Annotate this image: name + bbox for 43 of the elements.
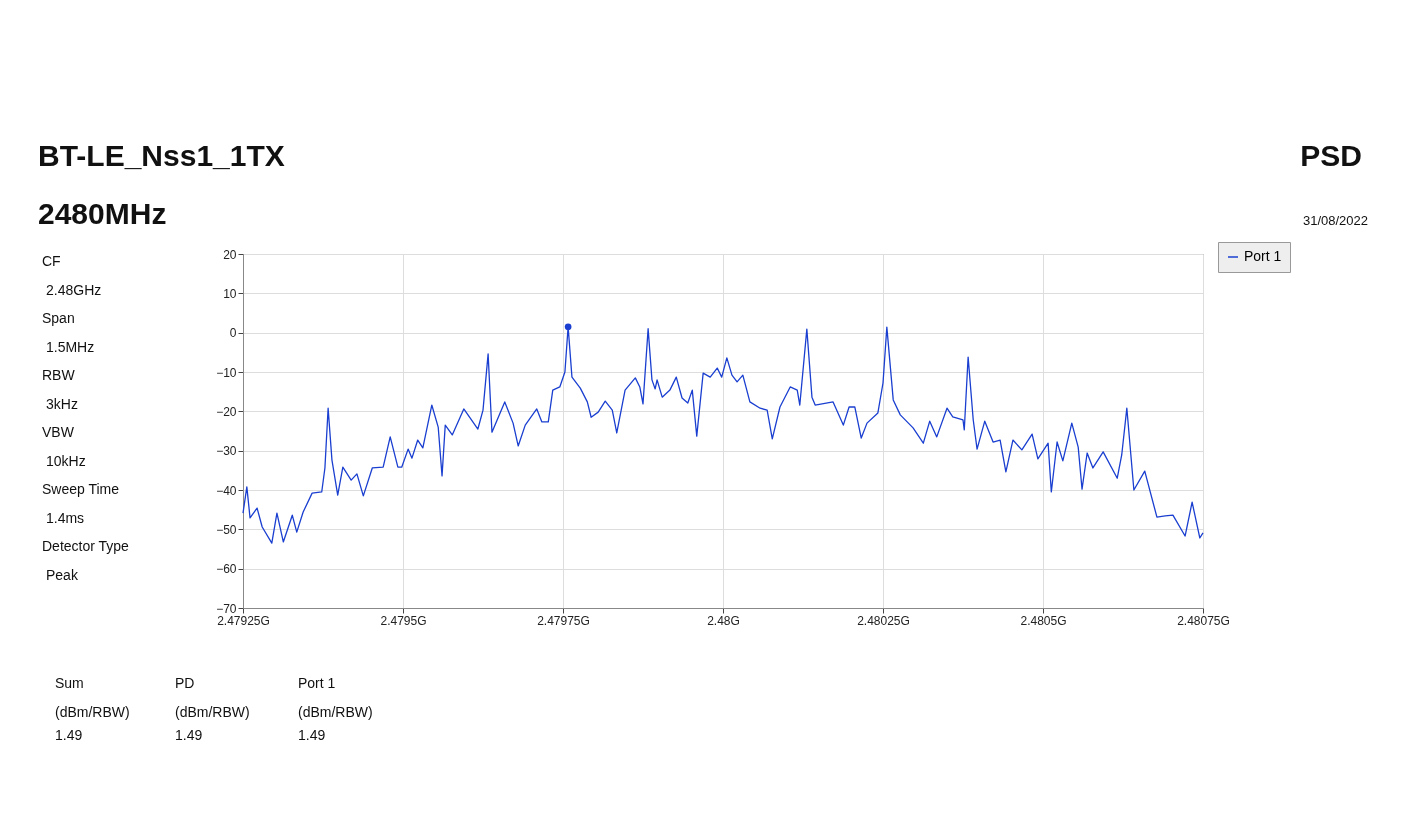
text: 1.4ms bbox=[46, 510, 85, 526]
text: 1.49 bbox=[298, 727, 326, 743]
text: (dBm/RBW) bbox=[298, 704, 373, 720]
y-tick-label: 20 bbox=[223, 247, 237, 262]
text: Span bbox=[42, 310, 75, 326]
legend-label: Port 1 bbox=[1244, 248, 1282, 264]
text: 31/08/2022 bbox=[1302, 213, 1368, 228]
text: RBW bbox=[42, 367, 76, 383]
text: Port 1 bbox=[298, 675, 336, 691]
text: Peak bbox=[46, 567, 79, 583]
text: 1.49 bbox=[175, 727, 203, 743]
text: Detector Type bbox=[42, 538, 130, 554]
text: CF bbox=[42, 253, 61, 269]
x-tick-label: 2.48G bbox=[707, 613, 740, 628]
y-tick-label: 10 bbox=[223, 286, 237, 301]
x-tick-label: 2.47975G bbox=[537, 613, 590, 628]
y-tick-label: −70 bbox=[216, 601, 237, 616]
text: Sweep Time bbox=[42, 481, 120, 497]
x-tick-label: 2.4795G bbox=[380, 613, 427, 628]
chart-title: BT-LE_Nss1_1TX bbox=[38, 139, 285, 172]
y-tick-label: 0 bbox=[229, 326, 237, 341]
text: Sum bbox=[55, 675, 84, 691]
y-tick-label: −10 bbox=[216, 365, 237, 380]
text: VBW bbox=[42, 424, 75, 440]
x-tick-label: 2.4805G bbox=[1020, 613, 1067, 628]
text: 1.49 bbox=[55, 727, 83, 743]
y-tick-label: −30 bbox=[216, 444, 237, 459]
chart-subtitle: 2480MHz bbox=[38, 197, 167, 230]
y-tick-label: −20 bbox=[216, 404, 237, 419]
text: 10kHz bbox=[46, 453, 86, 469]
text: PD bbox=[175, 675, 195, 691]
text: 3kHz bbox=[46, 396, 78, 412]
text: PSD bbox=[1300, 139, 1362, 172]
y-tick-label: −40 bbox=[216, 483, 237, 498]
x-tick-label: 2.48025G bbox=[857, 613, 910, 628]
x-tick-label: 2.48075G bbox=[1177, 613, 1230, 628]
text: (dBm/RBW) bbox=[55, 704, 130, 720]
x-tick-label: 2.47925G bbox=[217, 613, 270, 628]
y-tick-label: −60 bbox=[216, 562, 237, 577]
text: 2.48GHz bbox=[46, 282, 102, 298]
text: 1.5MHz bbox=[46, 339, 95, 355]
text: (dBm/RBW) bbox=[175, 704, 250, 720]
y-tick-label: −50 bbox=[216, 522, 237, 537]
